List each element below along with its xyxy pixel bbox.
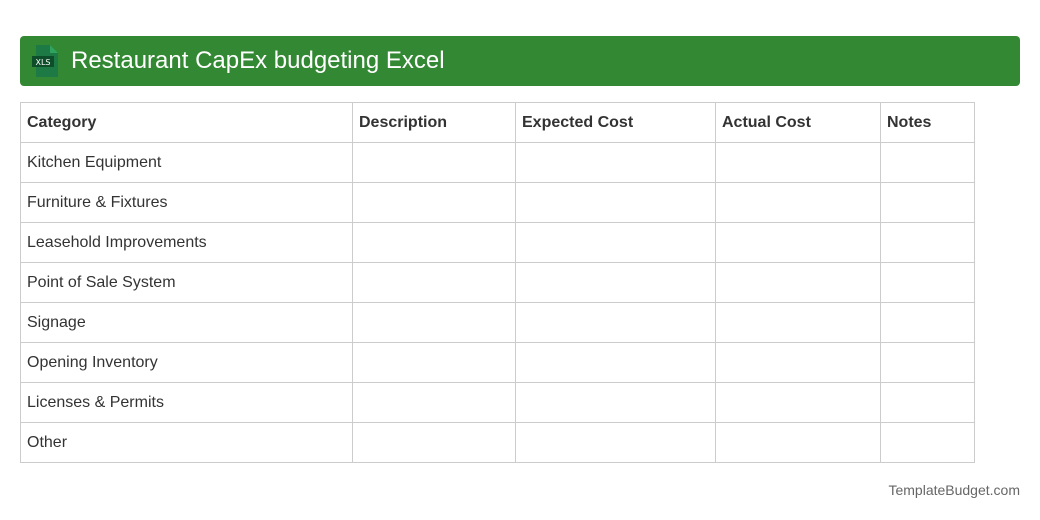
table-row: Opening Inventory — [20, 342, 975, 383]
table-cell — [715, 342, 881, 383]
table-row: Signage — [20, 302, 975, 343]
column-header: Expected Cost — [515, 102, 716, 143]
table-cell — [880, 382, 975, 423]
table-cell: Signage — [20, 302, 353, 343]
table-cell — [515, 142, 716, 183]
table-cell: Furniture & Fixtures — [20, 182, 353, 223]
table-cell — [352, 222, 516, 263]
column-header: Actual Cost — [715, 102, 881, 143]
footer-brand: TemplateBudget.com — [888, 482, 1020, 498]
table-cell — [880, 142, 975, 183]
table-cell — [515, 222, 716, 263]
table-cell: Opening Inventory — [20, 342, 353, 383]
table-cell — [715, 262, 881, 303]
table-cell — [880, 262, 975, 303]
table-row: Other — [20, 422, 975, 463]
table-cell — [352, 342, 516, 383]
table-header-row: Category Description Expected Cost Actual C… — [20, 102, 975, 143]
table-cell — [715, 142, 881, 183]
table-row: Kitchen Equipment — [20, 142, 975, 183]
table-cell — [515, 302, 716, 343]
xls-file-icon: XLS — [32, 45, 58, 77]
table-cell: Other — [20, 422, 353, 463]
table-cell — [715, 382, 881, 423]
table-cell: Point of Sale System — [20, 262, 353, 303]
table-cell — [880, 302, 975, 343]
table-cell — [515, 342, 716, 383]
table-cell — [515, 262, 716, 303]
table-cell — [715, 222, 881, 263]
table-cell — [515, 382, 716, 423]
budget-table: Category Description Expected Cost Actual C… — [20, 102, 975, 463]
table-cell — [352, 182, 516, 223]
table-cell — [515, 182, 716, 223]
table-cell — [715, 182, 881, 223]
table-cell — [352, 302, 516, 343]
column-header: Description — [352, 102, 516, 143]
table-cell — [715, 422, 881, 463]
table-row: Point of Sale System — [20, 262, 975, 303]
svg-text:XLS: XLS — [35, 58, 50, 67]
table-cell — [715, 302, 881, 343]
table-cell — [880, 182, 975, 223]
table-cell: Licenses & Permits — [20, 382, 353, 423]
column-header: Category — [20, 102, 353, 143]
table-cell — [352, 142, 516, 183]
page-title: Restaurant CapEx budgeting Excel — [71, 47, 445, 74]
table-cell — [880, 222, 975, 263]
table-cell — [515, 422, 716, 463]
title-bar: XLS Restaurant CapEx budgeting Excel — [20, 36, 1020, 86]
table-cell — [352, 262, 516, 303]
table-row: Leasehold Improvements — [20, 222, 975, 263]
table-row: Furniture & Fixtures — [20, 182, 975, 223]
table-cell: Kitchen Equipment — [20, 142, 353, 183]
column-header: Notes — [880, 102, 975, 143]
table-cell — [352, 422, 516, 463]
table-cell — [880, 422, 975, 463]
table-cell: Leasehold Improvements — [20, 222, 353, 263]
table-row: Licenses & Permits — [20, 382, 975, 423]
table-cell — [880, 342, 975, 383]
table-cell — [352, 382, 516, 423]
